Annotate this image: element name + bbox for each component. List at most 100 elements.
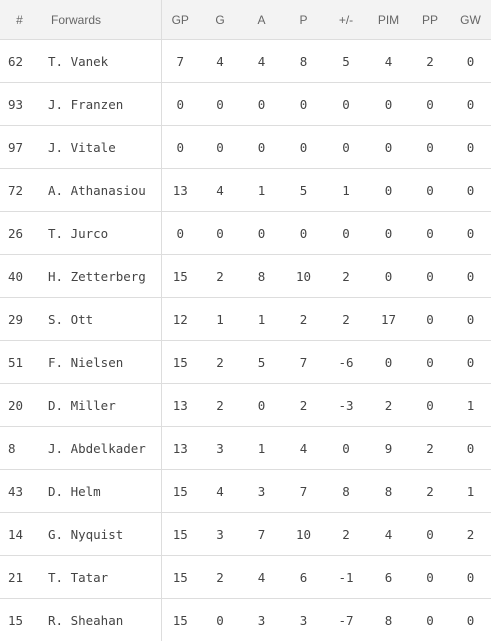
power-play-goals-cell: 0	[410, 383, 450, 427]
power-play-goals-cell: 0	[410, 168, 450, 212]
player-number-cell: 8	[0, 426, 39, 470]
games-played-cell: 13	[160, 383, 199, 427]
goals-cell: 0	[216, 612, 224, 628]
power-play-goals-cell: 0	[410, 82, 450, 126]
games-played-cell: 13	[160, 168, 199, 212]
penalty-minutes-cell: 0	[367, 82, 410, 126]
table-row: 97 J. Vitale 0 0 0 0 0 0 0 0	[0, 125, 491, 169]
points-cell: 0	[282, 125, 325, 169]
plus-minus-cell: -7	[338, 612, 354, 628]
player-name-cell[interactable]: D. Miller	[39, 383, 161, 427]
game-winning-goals-cell: 0	[450, 125, 491, 169]
game-winning-goals-cell: 0	[450, 297, 491, 341]
player-number-cell: 21	[0, 555, 39, 599]
header-penalty-minutes[interactable]: PIM	[367, 0, 410, 40]
goals-cell: 2	[199, 383, 241, 427]
penalty-minutes-cell: 8	[367, 469, 410, 513]
points-cell: 0	[282, 82, 325, 126]
assists-cell: 0	[241, 82, 282, 126]
goals-cell: 3	[199, 512, 241, 556]
game-winning-goals-cell: 0	[450, 211, 491, 255]
assists-cell: 0	[241, 125, 282, 169]
goals-cell: 0	[199, 125, 241, 169]
header-plus-minus[interactable]: +/-	[325, 0, 367, 40]
player-name-cell[interactable]: F. Nielsen	[39, 340, 161, 384]
assists-cell: 7	[241, 512, 282, 556]
points-cell: 3	[299, 612, 308, 628]
player-name-cell[interactable]: J. Vitale	[39, 125, 161, 169]
assists-cell: 5	[241, 340, 282, 384]
header-goals[interactable]: G	[199, 0, 241, 40]
points-cell: 0	[282, 211, 325, 255]
plus-minus-cell: 1	[325, 168, 367, 212]
header-power-play-goals[interactable]: PP	[410, 0, 450, 40]
player-name-cell[interactable]: J. Franzen	[39, 82, 161, 126]
game-winning-goals-cell: 0	[450, 555, 491, 599]
points-cell: 5	[282, 168, 325, 212]
penalty-minutes-cell: 0	[367, 211, 410, 255]
player-name-cell[interactable]: G. Nyquist	[39, 512, 161, 556]
table-row: 93 J. Franzen 0 0 0 0 0 0 0 0	[0, 82, 491, 126]
penalty-minutes-cell: 0	[367, 168, 410, 212]
penalty-minutes-cell: 8	[384, 612, 393, 628]
power-play-goals-cell: 2	[410, 469, 450, 513]
player-name-cell[interactable]: T. Jurco	[39, 211, 161, 255]
table-header: # Forwards GP G A P +/- PIM PP GW	[0, 0, 491, 40]
player-name-cell[interactable]: H. Zetterberg	[39, 254, 161, 298]
plus-minus-cell: 0	[325, 125, 367, 169]
plus-minus-cell: -6	[325, 340, 367, 384]
player-name-cell[interactable]: T. Vanek	[39, 39, 161, 83]
points-cell: 10	[282, 254, 325, 298]
plus-minus-cell: 5	[325, 39, 367, 83]
goals-cell: 3	[199, 426, 241, 470]
header-number[interactable]: #	[0, 0, 39, 40]
player-name-cell[interactable]: S. Ott	[39, 297, 161, 341]
assists-cell: 4	[241, 39, 282, 83]
header-forwards[interactable]: Forwards	[39, 0, 161, 40]
table-row: 29 S. Ott 12 1 1 2 2 17 0 0	[0, 297, 491, 341]
game-winning-goals-cell: 1	[450, 383, 491, 427]
header-points[interactable]: P	[282, 0, 325, 40]
goals-cell: 4	[199, 39, 241, 83]
game-winning-goals-cell: 0	[450, 39, 491, 83]
assists-cell: 1	[241, 426, 282, 470]
games-played-cell: 0	[160, 125, 199, 169]
player-name-cell[interactable]: J. Abdelkader	[39, 426, 161, 470]
player-name-cell[interactable]: T. Tatar	[39, 555, 161, 599]
player-name-cell[interactable]: R. Sheahan	[48, 612, 124, 628]
player-name-cell[interactable]: A. Athanasiou	[39, 168, 161, 212]
header-game-winning-goals[interactable]: GW	[450, 0, 491, 40]
penalty-minutes-cell: 17	[367, 297, 410, 341]
header-games-played[interactable]: GP	[160, 0, 199, 40]
table-row: 72 A. Athanasiou 13 4 1 5 1 0 0 0	[0, 168, 491, 212]
header-assists[interactable]: A	[241, 0, 282, 40]
goals-cell: 2	[199, 555, 241, 599]
player-number-cell: 26	[0, 211, 39, 255]
plus-minus-cell: 0	[325, 82, 367, 126]
points-cell: 4	[282, 426, 325, 470]
player-number-cell: 51	[0, 340, 39, 384]
player-number-cell: 62	[0, 39, 39, 83]
plus-minus-cell: 8	[325, 469, 367, 513]
header-row: # Forwards GP G A P +/- PIM PP GW	[0, 0, 491, 40]
player-number-cell: 40	[0, 254, 39, 298]
penalty-minutes-cell: 4	[367, 512, 410, 556]
assists-cell: 4	[241, 555, 282, 599]
game-winning-goals-cell: 0	[450, 426, 491, 470]
plus-minus-cell: 2	[325, 254, 367, 298]
game-winning-goals-cell: 0	[466, 612, 475, 628]
penalty-minutes-cell: 9	[367, 426, 410, 470]
games-played-cell: 7	[160, 39, 199, 83]
table-row: 15 R. Sheahan 15 0 3 3 -7 8 0 0	[0, 598, 491, 641]
player-number-cell: 15	[8, 612, 24, 628]
player-number-cell: 43	[0, 469, 39, 513]
games-played-cell: 15	[160, 555, 199, 599]
power-play-goals-cell: 0	[410, 297, 450, 341]
games-played-cell: 15	[160, 340, 199, 384]
assists-cell: 0	[241, 383, 282, 427]
games-played-cell: 12	[160, 297, 199, 341]
goals-cell: 0	[199, 211, 241, 255]
games-played-cell: 0	[160, 211, 199, 255]
power-play-goals-cell: 0	[410, 340, 450, 384]
player-name-cell[interactable]: D. Helm	[39, 469, 161, 513]
